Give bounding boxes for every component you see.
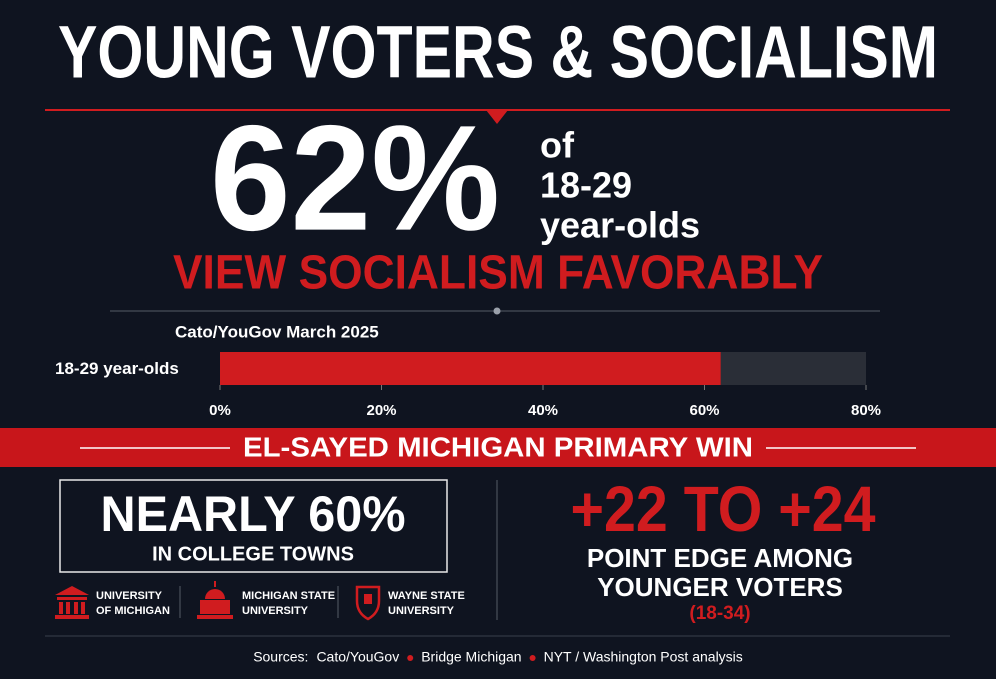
stat-box — [59, 479, 448, 573]
right-stat: +22 TO +24 — [571, 473, 876, 545]
icon-columns — [55, 586, 89, 619]
left-caption: IN COLLEGE TOWNS — [152, 543, 354, 565]
divider-pointer — [486, 110, 508, 124]
right-line: YOUNGER VOTERS — [597, 572, 843, 602]
right-line: POINT EDGE AMONG — [587, 543, 853, 573]
bar — [220, 352, 721, 385]
footer-label: Sources: — [253, 649, 308, 665]
banner-title: EL-SAYED MICHIGAN PRIMARY WIN — [243, 431, 753, 462]
headline-line: 18-29 — [540, 165, 632, 206]
headline-stat: 62% — [210, 94, 500, 262]
headline-line: year-olds — [540, 205, 700, 246]
icon-shield-mark — [364, 594, 372, 604]
x-tick-label: 60% — [689, 402, 719, 419]
university-name: UNIVERSITY — [96, 590, 163, 602]
title: YOUNG VOTERS & SOCIALISM — [58, 11, 938, 94]
footer-source: NYT / Washington Post analysis — [544, 649, 743, 665]
footer: Sources: Cato/YouGov Bridge Michigan NYT / … — [253, 649, 743, 665]
university-name: MICHIGAN STATE — [242, 590, 335, 602]
separator-dot — [493, 307, 501, 315]
x-tick-label: 0% — [209, 402, 231, 419]
bar-chart: 18-29 year-olds 0% 20% 40% 60% 80% — [55, 352, 881, 419]
right-note: (18-34) — [689, 603, 750, 624]
x-tick-label: 20% — [366, 402, 396, 419]
university-name: OF MICHIGAN — [96, 605, 170, 617]
footer-dot — [529, 655, 536, 661]
icon-shield — [355, 585, 381, 621]
university-name: WAYNE STATE — [388, 590, 465, 602]
left-stat: NEARLY 60% — [101, 486, 406, 542]
icon-dome — [197, 581, 233, 619]
university-name: UNIVERSITY — [242, 605, 309, 617]
university-name: UNIVERSITY — [388, 605, 455, 617]
headline-line: of — [540, 125, 575, 166]
footer-source: Bridge Michigan — [421, 649, 521, 665]
category-label: 18-29 year-olds — [55, 359, 179, 378]
footer-dot — [407, 655, 414, 661]
headline-statement: VIEW SOCIALISM FAVORABLY — [173, 247, 823, 300]
footer-source: Cato/YouGov — [316, 649, 399, 665]
chart-subtitle: Cato/YouGov March 2025 — [175, 322, 379, 341]
x-tick-label: 80% — [851, 402, 881, 419]
x-tick-label: 40% — [528, 402, 558, 419]
